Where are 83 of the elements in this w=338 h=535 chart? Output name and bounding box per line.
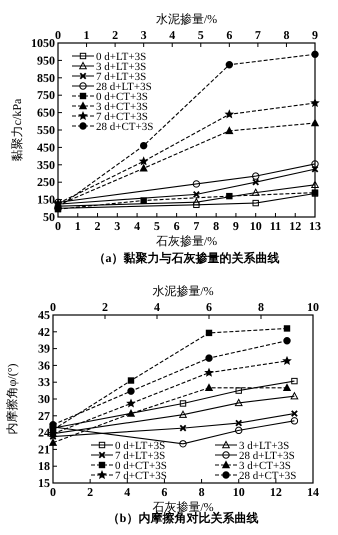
y-tick-label: 550 — [37, 123, 55, 137]
x-tick-label: 8 — [198, 485, 205, 499]
y-tick-label: 45 — [38, 308, 50, 322]
x-tick-label: 11 — [270, 219, 282, 233]
y-tick-label: 30 — [38, 392, 50, 406]
x-tick-label: 8 — [213, 219, 220, 233]
y-tick-label: 21 — [38, 442, 50, 456]
x-tick-label: 7 — [193, 219, 200, 233]
x-tick-label: 3 — [114, 219, 120, 233]
x-axis-title: 石灰掺量/% — [156, 234, 218, 248]
legend-label: 3 d+CT+3S — [96, 101, 148, 113]
legend-label: 0 d+LT+3S — [96, 51, 146, 63]
y-tick-label: 36 — [38, 358, 50, 372]
y-tick-label: 42 — [38, 324, 50, 339]
text: （a）黏聚力与石灰掺量的关系曲线 — [94, 251, 280, 265]
x-tick-label: 6 — [161, 485, 168, 499]
legend-label: 28 d+CT+3S — [239, 470, 296, 482]
x-tick-label: 13 — [309, 219, 321, 233]
x2-axis-title: 水泥掺量/% — [152, 284, 214, 298]
x-tick-label: 0 — [50, 485, 56, 499]
x2-tick-label: 2 — [112, 28, 118, 42]
y-tick-label: 27 — [38, 408, 50, 423]
y-tick-label: 39 — [38, 342, 50, 356]
y-tick-label: 250 — [37, 175, 55, 190]
y-tick-label: 350 — [37, 158, 55, 172]
x-tick-label: 12 — [270, 485, 282, 499]
x-tick-label: 2 — [87, 485, 94, 499]
x2-axis-title: 水泥掺量/% — [156, 12, 218, 26]
x2-tick-label: 1 — [84, 28, 90, 42]
x2-tick-label: 6 — [226, 28, 232, 42]
legend-label: 28 d+LT+3S — [96, 81, 152, 93]
x-tick-label: 14 — [307, 485, 319, 499]
legend-label: 7 d+CT+3S — [115, 470, 167, 482]
x2-tick-label: 3 — [140, 28, 147, 42]
x2-tick-label: 10 — [307, 300, 319, 314]
legend-label: 28 d+CT+3S — [96, 121, 154, 133]
x-tick-label: 9 — [232, 219, 239, 233]
x-tick-label: 10 — [250, 219, 262, 233]
x2-tick-label: 2 — [102, 300, 108, 314]
x-tick-label: 5 — [154, 219, 160, 233]
x2-tick-label: 0 — [55, 28, 61, 42]
x2-tick-label: 7 — [254, 28, 261, 42]
x-tick-label: 4 — [134, 219, 140, 233]
x-tick-label: 0 — [55, 219, 61, 233]
y-axis-title: 内摩擦角φ/(°) — [5, 363, 19, 435]
y-tick-label: 950 — [37, 53, 55, 68]
legend-label: 3 d+LT+3S — [96, 61, 146, 73]
y-tick-label: 18 — [38, 459, 50, 474]
y-tick-label: 15 — [38, 476, 50, 490]
x2-tick-label: 8 — [258, 300, 264, 314]
y-tick-label: 750 — [37, 88, 55, 102]
legend-label: 7 d+LT+3S — [115, 450, 166, 462]
y-tick-label: 150 — [37, 192, 55, 207]
x2-tick-label: 4 — [169, 28, 176, 42]
y-tick-label: 24 — [38, 426, 50, 440]
legend-label: 0 d+CT+3S — [115, 460, 167, 472]
y-tick-label: 50 — [43, 210, 55, 224]
x-tick-label: 12 — [289, 219, 302, 233]
legend-label: 0 d+LT+3S — [115, 440, 166, 452]
y-tick-label: 1050 — [31, 36, 55, 50]
y-tick-label: 650 — [37, 106, 55, 120]
text: （b）内摩擦角对比关系曲线 — [108, 511, 258, 525]
x2-tick-label: 5 — [198, 28, 204, 42]
legend-label: 7 d+CT+3S — [96, 111, 148, 123]
legend-label: 3 d+LT+3S — [239, 440, 290, 452]
x-tick-label: 1 — [74, 219, 81, 233]
legend-label: 0 d+CT+3S — [96, 91, 148, 103]
legend-label: 7 d+LT+3S — [96, 71, 146, 83]
legend-label: 28 d+LT+3S — [239, 450, 295, 462]
x2-tick-label: 4 — [154, 300, 160, 314]
y-tick-label: 450 — [37, 140, 55, 154]
y-tick-label: 33 — [38, 375, 50, 390]
y-axis-title: 黏聚力c/kPa — [10, 98, 24, 162]
x-tick-label: 6 — [174, 219, 180, 233]
x2-tick-label: 9 — [312, 28, 318, 42]
y-tick-label: 850 — [37, 70, 55, 85]
x2-tick-label: 0 — [50, 300, 56, 314]
legend-label: 3 d+CT+3S — [239, 460, 291, 472]
x-tick-label: 4 — [124, 485, 130, 499]
x2-tick-label: 8 — [283, 28, 290, 42]
x-tick-label: 2 — [94, 219, 101, 233]
x-tick-label: 10 — [232, 485, 245, 499]
x2-tick-label: 6 — [206, 300, 212, 314]
